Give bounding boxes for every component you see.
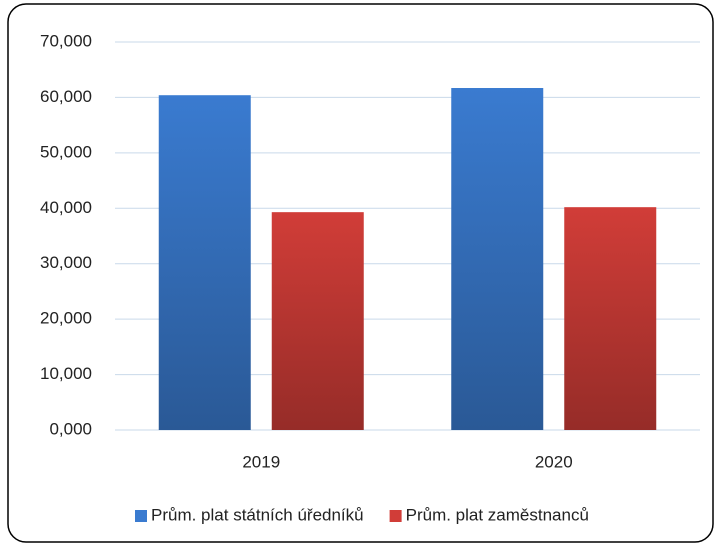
legend-swatch	[389, 510, 402, 522]
bar	[271, 212, 364, 430]
bar	[451, 88, 544, 431]
y-tick-label: 10,000	[40, 364, 92, 383]
x-tick-label: 2020	[535, 452, 573, 471]
y-tick-label: 30,000	[40, 253, 92, 272]
y-tick-label: 60,000	[40, 87, 92, 106]
y-tick-label: 70,000	[40, 31, 92, 50]
y-tick-label: 50,000	[40, 142, 92, 161]
y-tick-label: 20,000	[40, 309, 92, 328]
y-tick-label: 0,000	[49, 419, 92, 438]
bar	[564, 207, 657, 430]
bar	[158, 95, 251, 430]
y-tick-label: 40,000	[40, 198, 92, 217]
legend-label: Prům. plat státních úředníků	[151, 505, 364, 524]
x-tick-label: 2019	[242, 452, 280, 471]
legend-swatch	[135, 510, 147, 522]
legend-label: Prům. plat zaměstnanců	[406, 505, 589, 524]
